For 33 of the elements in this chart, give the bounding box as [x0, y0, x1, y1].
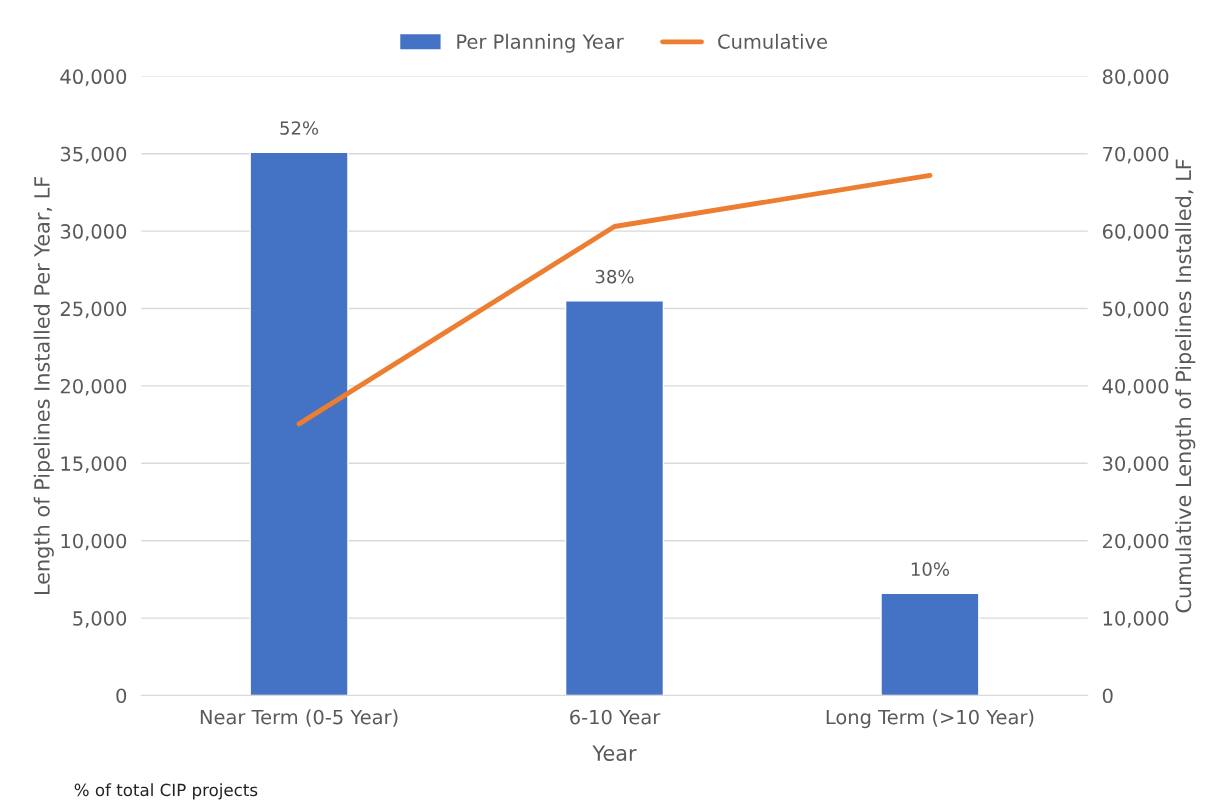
y-tick-label: 20,000: [60, 378, 127, 396]
legend-label: Cumulative: [718, 33, 827, 49]
x-tick-label: 6-10 Year: [570, 709, 661, 725]
x-tick-label: Near Term (0-5 Year): [200, 709, 398, 727]
y2-tick-label: 80,000: [1102, 69, 1169, 87]
bar: [880, 592, 980, 696]
y2-tick-label: 30,000: [1103, 456, 1169, 473]
y-tick-label: 35,000: [60, 146, 127, 164]
y-tick-label: 30,000: [60, 224, 127, 241]
y-tick-label: 25,000: [60, 301, 127, 319]
y-tick-label: 15,000: [61, 456, 127, 473]
y2-tick-label: 10,000: [1103, 611, 1169, 628]
text: % of total CIP projects: [74, 783, 258, 800]
annotation: 52%: [280, 121, 319, 135]
annotation: 10%: [911, 562, 950, 576]
y-axis-title: Length of Pipelines Installed Per Year, LF: [33, 176, 54, 595]
bar: [249, 151, 349, 696]
bar: [564, 300, 665, 696]
y2-tick-label: 60,000: [1102, 224, 1169, 241]
x-tick-label: Long Term (>10 Year): [826, 709, 1034, 729]
y-tick-label: 40,000: [60, 69, 127, 87]
y-tick-label: 0: [116, 688, 127, 704]
y2-tick-label: 50,000: [1103, 301, 1169, 319]
y2-tick-label: 40,000: [1102, 378, 1169, 396]
y2-axis-title: Cumulative Length of Pipelines Installed, LF: [1175, 159, 1196, 613]
legend-label: Per Planning Year: [457, 33, 624, 53]
y2-tick-label: 20,000: [1102, 533, 1169, 551]
x-axis-title: Year: [592, 745, 637, 761]
y-tick-label: 10,000: [61, 533, 127, 551]
y2-tick-label: 70,000: [1103, 146, 1169, 164]
y2-tick-label: 0: [1102, 688, 1113, 704]
annotation: 38%: [595, 269, 634, 284]
y-tick-label: 5,000: [73, 611, 127, 628]
